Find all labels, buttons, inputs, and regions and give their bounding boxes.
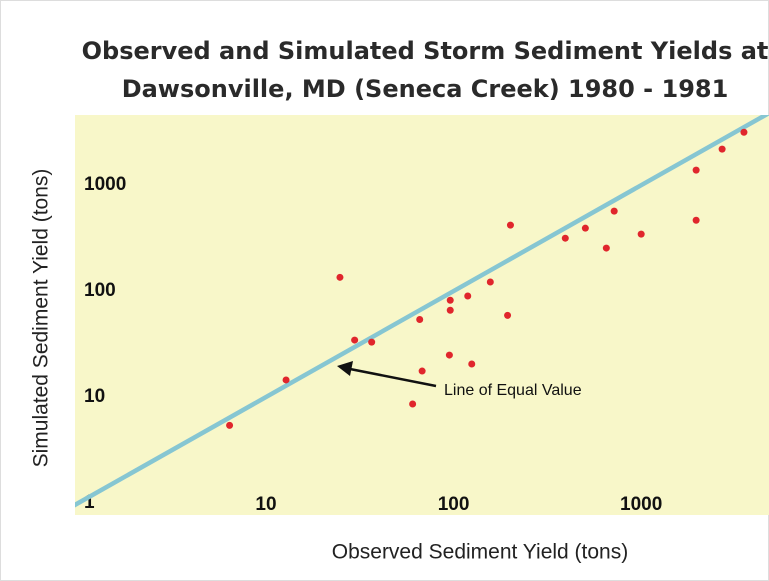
plot-area	[75, 115, 769, 515]
y-tick-label: 1	[84, 492, 95, 513]
y-tick-label: 100	[84, 280, 116, 301]
chart-title: Dawsonville, MD (Seneca Creek) 1980 - 19…	[122, 75, 729, 103]
data-point	[368, 338, 376, 346]
data-point	[504, 311, 512, 319]
x-tick-label: 1000	[620, 494, 662, 515]
data-point	[740, 128, 748, 136]
data-point	[409, 400, 417, 408]
data-point	[468, 360, 476, 368]
data-point	[718, 145, 726, 153]
data-point	[446, 306, 454, 314]
data-point	[692, 216, 700, 224]
x-tick-label: 100	[438, 494, 470, 515]
data-point	[692, 166, 700, 174]
y-axis-label: Simulated Sediment Yield (tons)	[30, 169, 53, 468]
x-axis-label: Observed Sediment Yield (tons)	[332, 541, 628, 564]
data-point	[226, 421, 234, 429]
data-point	[418, 367, 426, 375]
data-point	[351, 336, 359, 344]
data-point	[464, 292, 472, 300]
data-point	[486, 278, 494, 286]
data-point	[561, 234, 569, 242]
chart-title: Observed and Simulated Storm Sediment Yi…	[82, 37, 769, 65]
annotation: Line of Equal Value	[444, 382, 582, 399]
data-point	[637, 230, 645, 238]
data-point	[445, 351, 453, 359]
data-point	[416, 315, 424, 323]
data-point	[336, 273, 344, 281]
y-tick-label: 10	[84, 386, 105, 407]
arrow-head	[337, 361, 353, 376]
equal-value-line	[75, 115, 769, 508]
data-point	[446, 296, 454, 304]
data-point	[602, 244, 610, 252]
data-point	[282, 376, 290, 384]
annotation-arrow	[349, 367, 437, 388]
data-point	[506, 221, 514, 229]
y-tick-label: 1000	[84, 174, 126, 195]
x-tick-label: 10	[255, 494, 276, 515]
data-point	[581, 224, 589, 232]
data-point	[610, 207, 618, 215]
